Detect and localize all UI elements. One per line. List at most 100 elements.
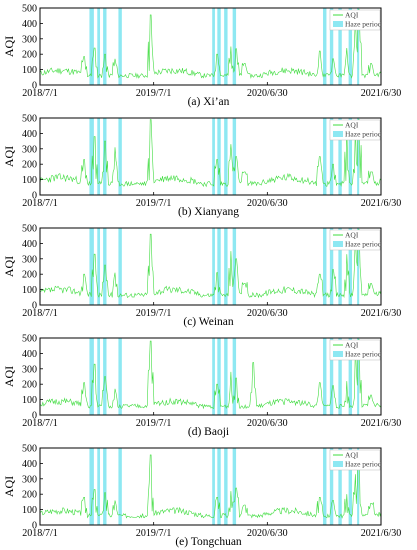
haze-band — [212, 448, 215, 525]
y-tick-label: 100 — [22, 175, 37, 186]
x-tick-label: 2018/7/1 — [22, 198, 58, 209]
y-tick-label: 300 — [22, 144, 37, 155]
chart-panel: 0 100 200 300 400 500 AQI 2018/7/1 2019/7/1 2020/… — [0, 220, 417, 330]
x-tick-label: 2018/7/1 — [22, 308, 58, 319]
haze-band — [348, 448, 353, 525]
haze-band — [232, 338, 237, 415]
y-tick-label: 300 — [22, 474, 37, 485]
haze-band — [118, 228, 122, 305]
plot-frame — [39, 7, 382, 86]
haze-band — [329, 8, 334, 85]
aqi-line — [39, 119, 382, 188]
haze-band — [89, 448, 94, 525]
haze-band — [329, 338, 334, 415]
haze-band — [329, 228, 334, 305]
x-tick-label: 2021/6/30 — [361, 88, 402, 99]
chart-svg: 0 100 200 300 400 500 AQI 2018/7/1 2019/7/1 2020/… — [2, 334, 402, 430]
y-tick-label: 200 — [22, 50, 37, 61]
panel-caption: (d) Baoji — [187, 426, 230, 438]
haze-band — [224, 228, 228, 305]
aqi-line — [39, 339, 382, 410]
y-tick-label: 100 — [22, 285, 37, 296]
y-tick-label: 100 — [22, 395, 37, 406]
haze-band — [217, 228, 221, 305]
x-tick-label: 2019/7/1 — [136, 308, 172, 319]
haze-band — [97, 8, 101, 85]
haze-band — [212, 338, 215, 415]
plot-frame — [39, 447, 382, 526]
haze-band — [118, 118, 122, 195]
haze-band — [97, 448, 101, 525]
y-tick-label: 100 — [22, 65, 37, 76]
y-tick-label: 400 — [22, 129, 37, 140]
haze-band — [232, 118, 237, 195]
haze-band — [103, 8, 107, 85]
haze-band — [323, 228, 327, 305]
haze-band — [103, 448, 107, 525]
y-tick-label: 500 — [22, 224, 37, 235]
panel-caption: (c) Weinan — [183, 316, 234, 328]
chart-svg: 0 100 200 300 400 500 AQI 2018/7/1 2019/7/1 2020/… — [2, 114, 402, 210]
legend-label-aqi: AQI — [345, 231, 359, 240]
haze-band — [329, 118, 334, 195]
haze-band — [224, 118, 228, 195]
haze-band — [357, 228, 360, 305]
legend-label-aqi: AQI — [345, 121, 359, 130]
x-tick-label: 2021/6/30 — [361, 198, 402, 209]
x-tick-label: 2021/6/30 — [361, 418, 402, 429]
chart-panel: 0 100 200 300 400 500 AQI 2018/7/1 2019/7/1 2020/… — [0, 110, 417, 220]
y-tick-label: 500 — [22, 334, 37, 345]
haze-band — [348, 228, 353, 305]
x-tick-label: 2021/6/30 — [361, 528, 402, 539]
haze-band — [338, 228, 342, 305]
legend-label-aqi: AQI — [345, 11, 359, 20]
haze-band — [224, 448, 228, 525]
haze-band — [217, 338, 221, 415]
chart-svg: 0 100 200 300 400 500 AQI 2018/7/1 2019/7/1 2020/… — [2, 444, 402, 540]
y-axis-label: AQI — [2, 476, 16, 497]
haze-band — [357, 338, 360, 415]
plot-frame — [39, 337, 382, 416]
y-axis-label: AQI — [2, 146, 16, 167]
panel-caption: (b) Xianyang — [178, 206, 239, 218]
x-tick-label: 2018/7/1 — [22, 88, 58, 99]
haze-band — [338, 338, 342, 415]
legend-haze-swatch — [333, 131, 343, 137]
x-tick-label: 2018/7/1 — [22, 418, 58, 429]
x-tick-label: 2021/6/30 — [361, 308, 402, 319]
haze-band — [118, 338, 122, 415]
haze-band — [118, 8, 122, 85]
haze-band — [224, 338, 228, 415]
y-tick-label: 300 — [22, 254, 37, 265]
haze-band — [89, 118, 94, 195]
legend-label-haze: Haze period — [345, 240, 382, 249]
haze-band — [323, 448, 327, 525]
y-tick-label: 100 — [22, 505, 37, 516]
x-tick-label: 2020/6/30 — [247, 308, 288, 319]
haze-band — [232, 228, 237, 305]
haze-band — [338, 8, 342, 85]
y-tick-label: 0 — [32, 191, 37, 202]
haze-band — [89, 338, 94, 415]
haze-band — [217, 8, 221, 85]
haze-band — [97, 338, 101, 415]
x-tick-label: 2019/7/1 — [136, 418, 172, 429]
legend-haze-swatch — [333, 461, 343, 467]
haze-band — [212, 8, 215, 85]
y-tick-label: 200 — [22, 380, 37, 391]
legend-label-haze: Haze period — [345, 130, 382, 139]
y-tick-label: 400 — [22, 239, 37, 250]
legend-label-haze: Haze period — [345, 350, 382, 359]
x-tick-label: 2020/6/30 — [247, 528, 288, 539]
haze-band — [97, 228, 101, 305]
panel-caption: (e) Tongchuan — [175, 536, 242, 548]
haze-band — [232, 8, 237, 85]
x-tick-label: 2018/7/1 — [22, 528, 58, 539]
legend-haze-swatch — [333, 351, 343, 357]
plot-frame — [39, 117, 382, 196]
haze-band — [89, 8, 94, 85]
